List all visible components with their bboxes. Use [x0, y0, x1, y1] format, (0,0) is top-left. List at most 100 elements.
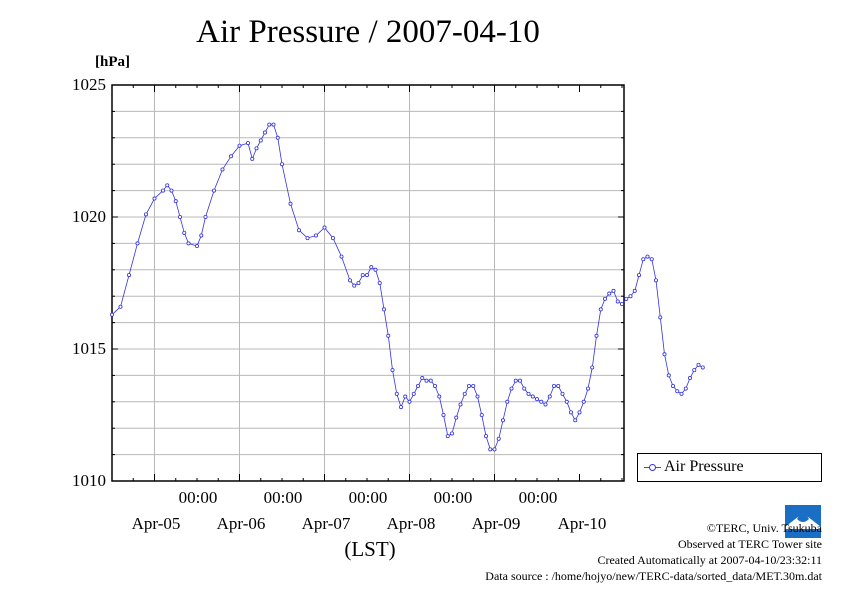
data-point: [526, 391, 531, 396]
data-point: [645, 254, 650, 259]
data-point: [254, 146, 259, 151]
data-point: [679, 391, 684, 396]
data-point: [696, 362, 701, 367]
data-point: [199, 233, 204, 238]
data-point: [237, 143, 242, 148]
data-point: [611, 288, 616, 293]
data-point: [322, 225, 327, 230]
data-point: [228, 154, 233, 159]
x-date-label: Apr-07: [301, 514, 351, 533]
data-point: [564, 399, 569, 404]
data-point: [666, 373, 671, 378]
data-point: [220, 167, 225, 172]
data-point: [415, 383, 420, 388]
data-point: [271, 122, 276, 127]
x-time-label: 00:00: [433, 488, 473, 507]
data-point: [539, 399, 544, 404]
data-point: [628, 294, 633, 299]
data-point: [535, 397, 540, 402]
data-point: [394, 391, 399, 396]
data-point: [577, 410, 582, 415]
data-point: [377, 280, 382, 285]
observation-site-text: Observed at TERC Tower site: [677, 537, 822, 551]
data-point: [700, 365, 705, 370]
data-point: [437, 394, 442, 399]
data-point: [211, 188, 216, 193]
data-point: [432, 383, 437, 388]
data-point: [441, 412, 446, 417]
data-point: [649, 257, 654, 262]
x-date-label: Apr-05: [131, 514, 181, 533]
data-point: [449, 431, 454, 436]
data-point: [428, 378, 433, 383]
data-point: [496, 436, 501, 441]
data-point: [127, 273, 132, 278]
data-point: [194, 244, 199, 249]
data-point: [513, 378, 518, 383]
data-point: [466, 383, 471, 388]
data-point: [203, 214, 208, 219]
data-point: [262, 130, 267, 135]
data-point: [500, 418, 505, 423]
data-point: [135, 241, 140, 246]
terc-logo-icon: [783, 503, 823, 539]
data-point: [360, 273, 365, 278]
legend: Air Pressure: [637, 453, 822, 482]
data-point: [683, 386, 688, 391]
data-point: [339, 254, 344, 259]
data-point: [182, 230, 187, 235]
data-point: [454, 415, 459, 420]
data-point: [658, 315, 663, 320]
data-point: [641, 257, 646, 262]
data-point: [662, 352, 667, 357]
data-point: [160, 188, 165, 193]
data-point: [152, 196, 157, 201]
data-point: [288, 201, 293, 206]
x-time-label: 00:00: [263, 488, 303, 507]
data-point: [403, 394, 408, 399]
data-point: [110, 312, 115, 317]
copyright-text: ©TERC, Univ. Tsukuba: [706, 521, 822, 535]
data-point: [488, 447, 493, 452]
data-point: [420, 376, 425, 381]
x-time-label: 00:00: [348, 488, 388, 507]
data-point: [654, 278, 659, 283]
data-point: [556, 383, 561, 388]
data-point: [598, 307, 603, 312]
data-point: [632, 288, 637, 293]
data-point: [279, 162, 284, 167]
created-timestamp-text: Created Automatically at 2007-04-10/23:3…: [597, 553, 822, 567]
data-point: [275, 135, 280, 140]
y-tick-label: 1010: [72, 471, 106, 490]
credits-block: ©TERC, Univ. Tsukuba Observed at TERC To…: [485, 520, 822, 584]
x-axis-label: (LST): [344, 537, 396, 561]
data-point: [458, 402, 463, 407]
data-point: [381, 307, 386, 312]
x-date-label: Apr-08: [386, 514, 436, 533]
x-date-label: Apr-06: [216, 514, 266, 533]
data-point: [118, 304, 123, 309]
data-point: [560, 391, 565, 396]
data-point: [479, 412, 484, 417]
data-point: [573, 418, 578, 423]
data-point: [569, 410, 574, 415]
x-time-label: 00:00: [518, 488, 558, 507]
data-point: [475, 394, 480, 399]
data-point: [586, 386, 591, 391]
data-point: [603, 296, 608, 301]
data-point: [615, 299, 620, 304]
data-point: [543, 402, 548, 407]
data-point: [305, 236, 310, 241]
data-point: [547, 394, 552, 399]
y-tick-label: 1015: [72, 339, 106, 358]
y-axis-unit: [hPa]: [95, 54, 130, 70]
legend-marker-swatch: [649, 464, 656, 471]
data-point: [692, 368, 697, 373]
data-point: [407, 399, 412, 404]
data-point: [369, 265, 374, 270]
data-point: [186, 241, 191, 246]
data-point: [356, 280, 361, 285]
data-point: [492, 447, 497, 452]
chart-title: Air Pressure / 2007-04-10: [196, 14, 540, 50]
data-source-text: Data source : /home/hojyo/new/TERC-data/…: [485, 569, 822, 583]
